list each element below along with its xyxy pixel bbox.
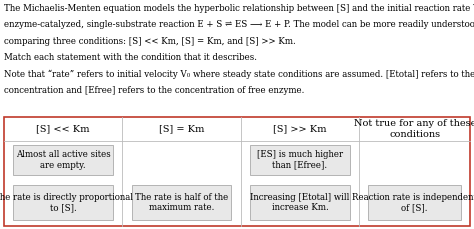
Text: [S] = Km: [S] = Km — [159, 124, 204, 133]
Bar — [4, 117, 470, 226]
Text: The rate is directly proportional
to [S].: The rate is directly proportional to [S]… — [0, 193, 133, 212]
Text: Not true for any of these
conditions: Not true for any of these conditions — [354, 119, 474, 139]
Bar — [250, 145, 350, 174]
Text: Almost all active sites
are empty.: Almost all active sites are empty. — [16, 150, 110, 170]
Bar — [250, 185, 350, 220]
Text: concentration and [Efree] refers to the concentration of free enzyme.: concentration and [Efree] refers to the … — [4, 86, 304, 95]
Text: Reaction rate is independent
of [S].: Reaction rate is independent of [S]. — [352, 193, 474, 212]
Text: Increasing [Etotal] will
increase Km.: Increasing [Etotal] will increase Km. — [250, 193, 350, 212]
Text: [S] << Km: [S] << Km — [36, 124, 90, 133]
Text: Note that “rate” refers to initial velocity V₀ where steady state conditions are: Note that “rate” refers to initial veloc… — [4, 70, 474, 79]
Bar — [13, 145, 113, 174]
Text: [S] >> Km: [S] >> Km — [273, 124, 327, 133]
Text: The rate is half of the
maximum rate.: The rate is half of the maximum rate. — [135, 193, 228, 212]
Text: [ES] is much higher
than [Efree].: [ES] is much higher than [Efree]. — [257, 150, 343, 170]
Bar — [13, 185, 113, 220]
Text: Match each statement with the condition that it describes.: Match each statement with the condition … — [4, 53, 257, 63]
Text: The Michaelis-Menten equation models the hyperbolic relationship between [S] and: The Michaelis-Menten equation models the… — [4, 4, 474, 13]
Text: comparing three conditions: [S] << Km, [S] = Km, and [S] >> Km.: comparing three conditions: [S] << Km, [… — [4, 37, 296, 46]
Bar — [368, 185, 461, 220]
Text: enzyme-catalyzed, single-substrate reaction E + S ⇌ ES ⟶ E + P. The model can be: enzyme-catalyzed, single-substrate react… — [4, 20, 474, 30]
Bar — [132, 185, 231, 220]
